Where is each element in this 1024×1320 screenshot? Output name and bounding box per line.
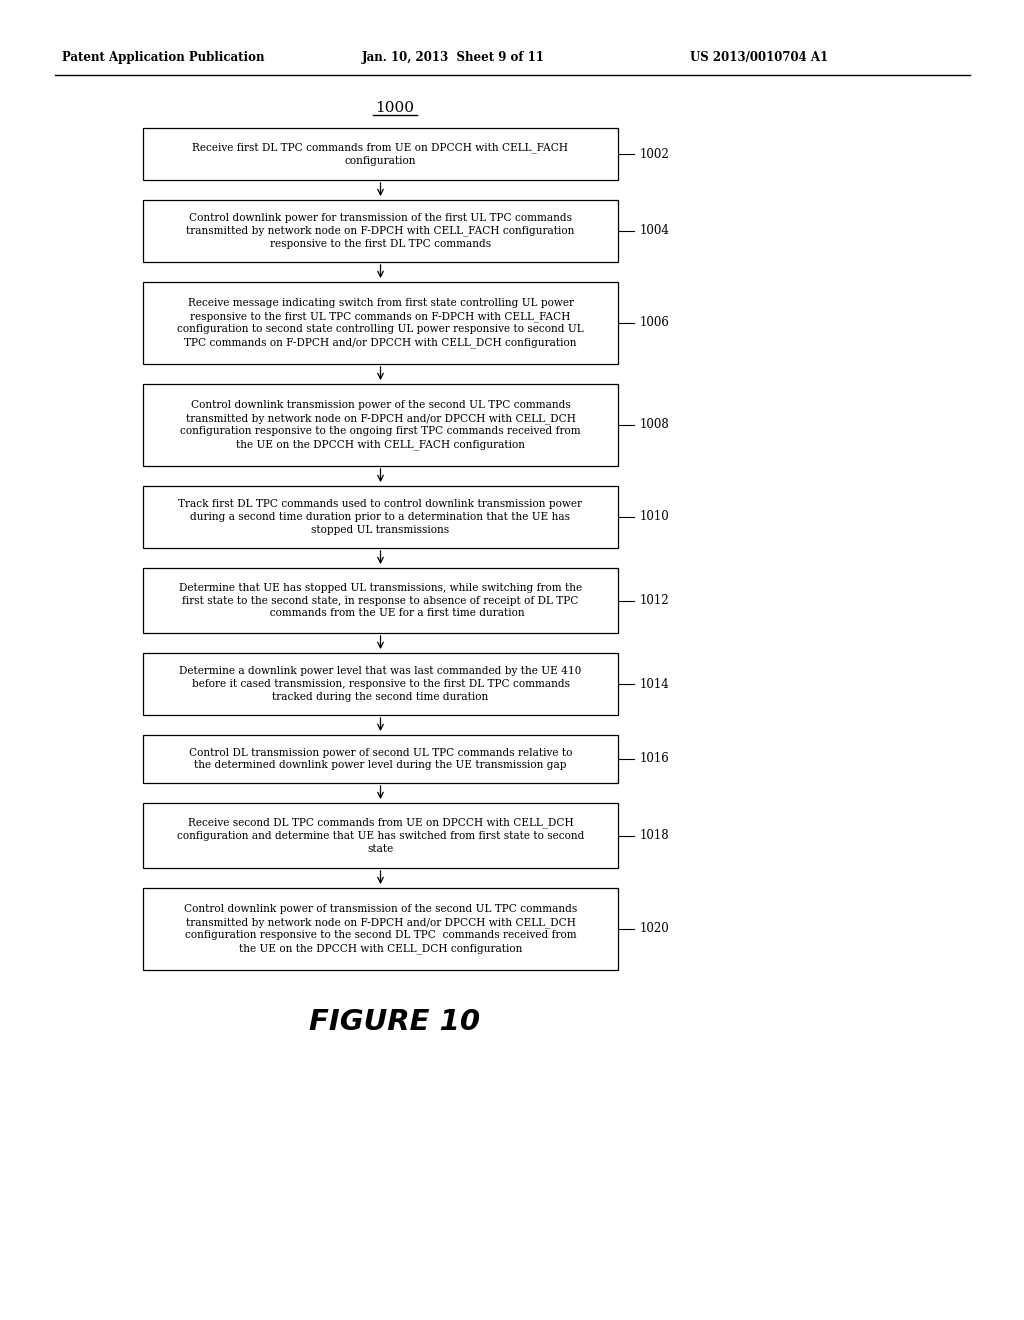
Text: 1010: 1010: [640, 511, 670, 524]
Bar: [143, 803, 618, 869]
Bar: [143, 201, 618, 261]
Text: 1000: 1000: [376, 102, 415, 115]
Bar: [143, 888, 618, 970]
Text: Determine that UE has stopped UL transmissions, while switching from the
first s: Determine that UE has stopped UL transmi…: [179, 582, 582, 618]
Text: Control downlink power for transmission of the first UL TPC commands
transmitted: Control downlink power for transmission …: [186, 213, 574, 249]
Text: 1014: 1014: [640, 677, 670, 690]
Text: 1018: 1018: [640, 829, 670, 842]
Text: 1020: 1020: [640, 923, 670, 936]
Text: 1002: 1002: [640, 148, 670, 161]
Text: Receive first DL TPC commands from UE on DPCCH with CELL_FACH
configuration: Receive first DL TPC commands from UE on…: [193, 143, 568, 166]
Text: 1004: 1004: [640, 224, 670, 238]
Bar: [143, 282, 618, 364]
Bar: [143, 384, 618, 466]
Bar: [143, 568, 618, 634]
Text: 1012: 1012: [640, 594, 670, 607]
Text: Determine a downlink power level that was last commanded by the UE 410
before it: Determine a downlink power level that wa…: [179, 667, 582, 702]
Text: Track first DL TPC commands used to control downlink transmission power
during a: Track first DL TPC commands used to cont…: [178, 499, 583, 535]
Bar: [143, 735, 618, 783]
Text: Patent Application Publication: Patent Application Publication: [62, 51, 264, 65]
Text: 1008: 1008: [640, 418, 670, 432]
Bar: [143, 653, 618, 715]
Text: Control downlink power of transmission of the second UL TPC commands
transmitted: Control downlink power of transmission o…: [184, 904, 578, 954]
Bar: [143, 486, 618, 548]
Text: 1006: 1006: [640, 317, 670, 330]
Text: Receive message indicating switch from first state controlling UL power
responsi: Receive message indicating switch from f…: [177, 298, 584, 348]
Text: FIGURE 10: FIGURE 10: [309, 1008, 480, 1036]
Text: Control DL transmission power of second UL TPC commands relative to
the determin: Control DL transmission power of second …: [188, 747, 572, 771]
Text: Control downlink transmission power of the second UL TPC commands
transmitted by: Control downlink transmission power of t…: [180, 400, 581, 450]
Text: 1016: 1016: [640, 752, 670, 766]
Bar: [143, 128, 618, 180]
Text: US 2013/0010704 A1: US 2013/0010704 A1: [690, 51, 828, 65]
Text: Receive second DL TPC commands from UE on DPCCH with CELL_DCH
configuration and : Receive second DL TPC commands from UE o…: [177, 817, 584, 854]
Text: Jan. 10, 2013  Sheet 9 of 11: Jan. 10, 2013 Sheet 9 of 11: [362, 51, 545, 65]
